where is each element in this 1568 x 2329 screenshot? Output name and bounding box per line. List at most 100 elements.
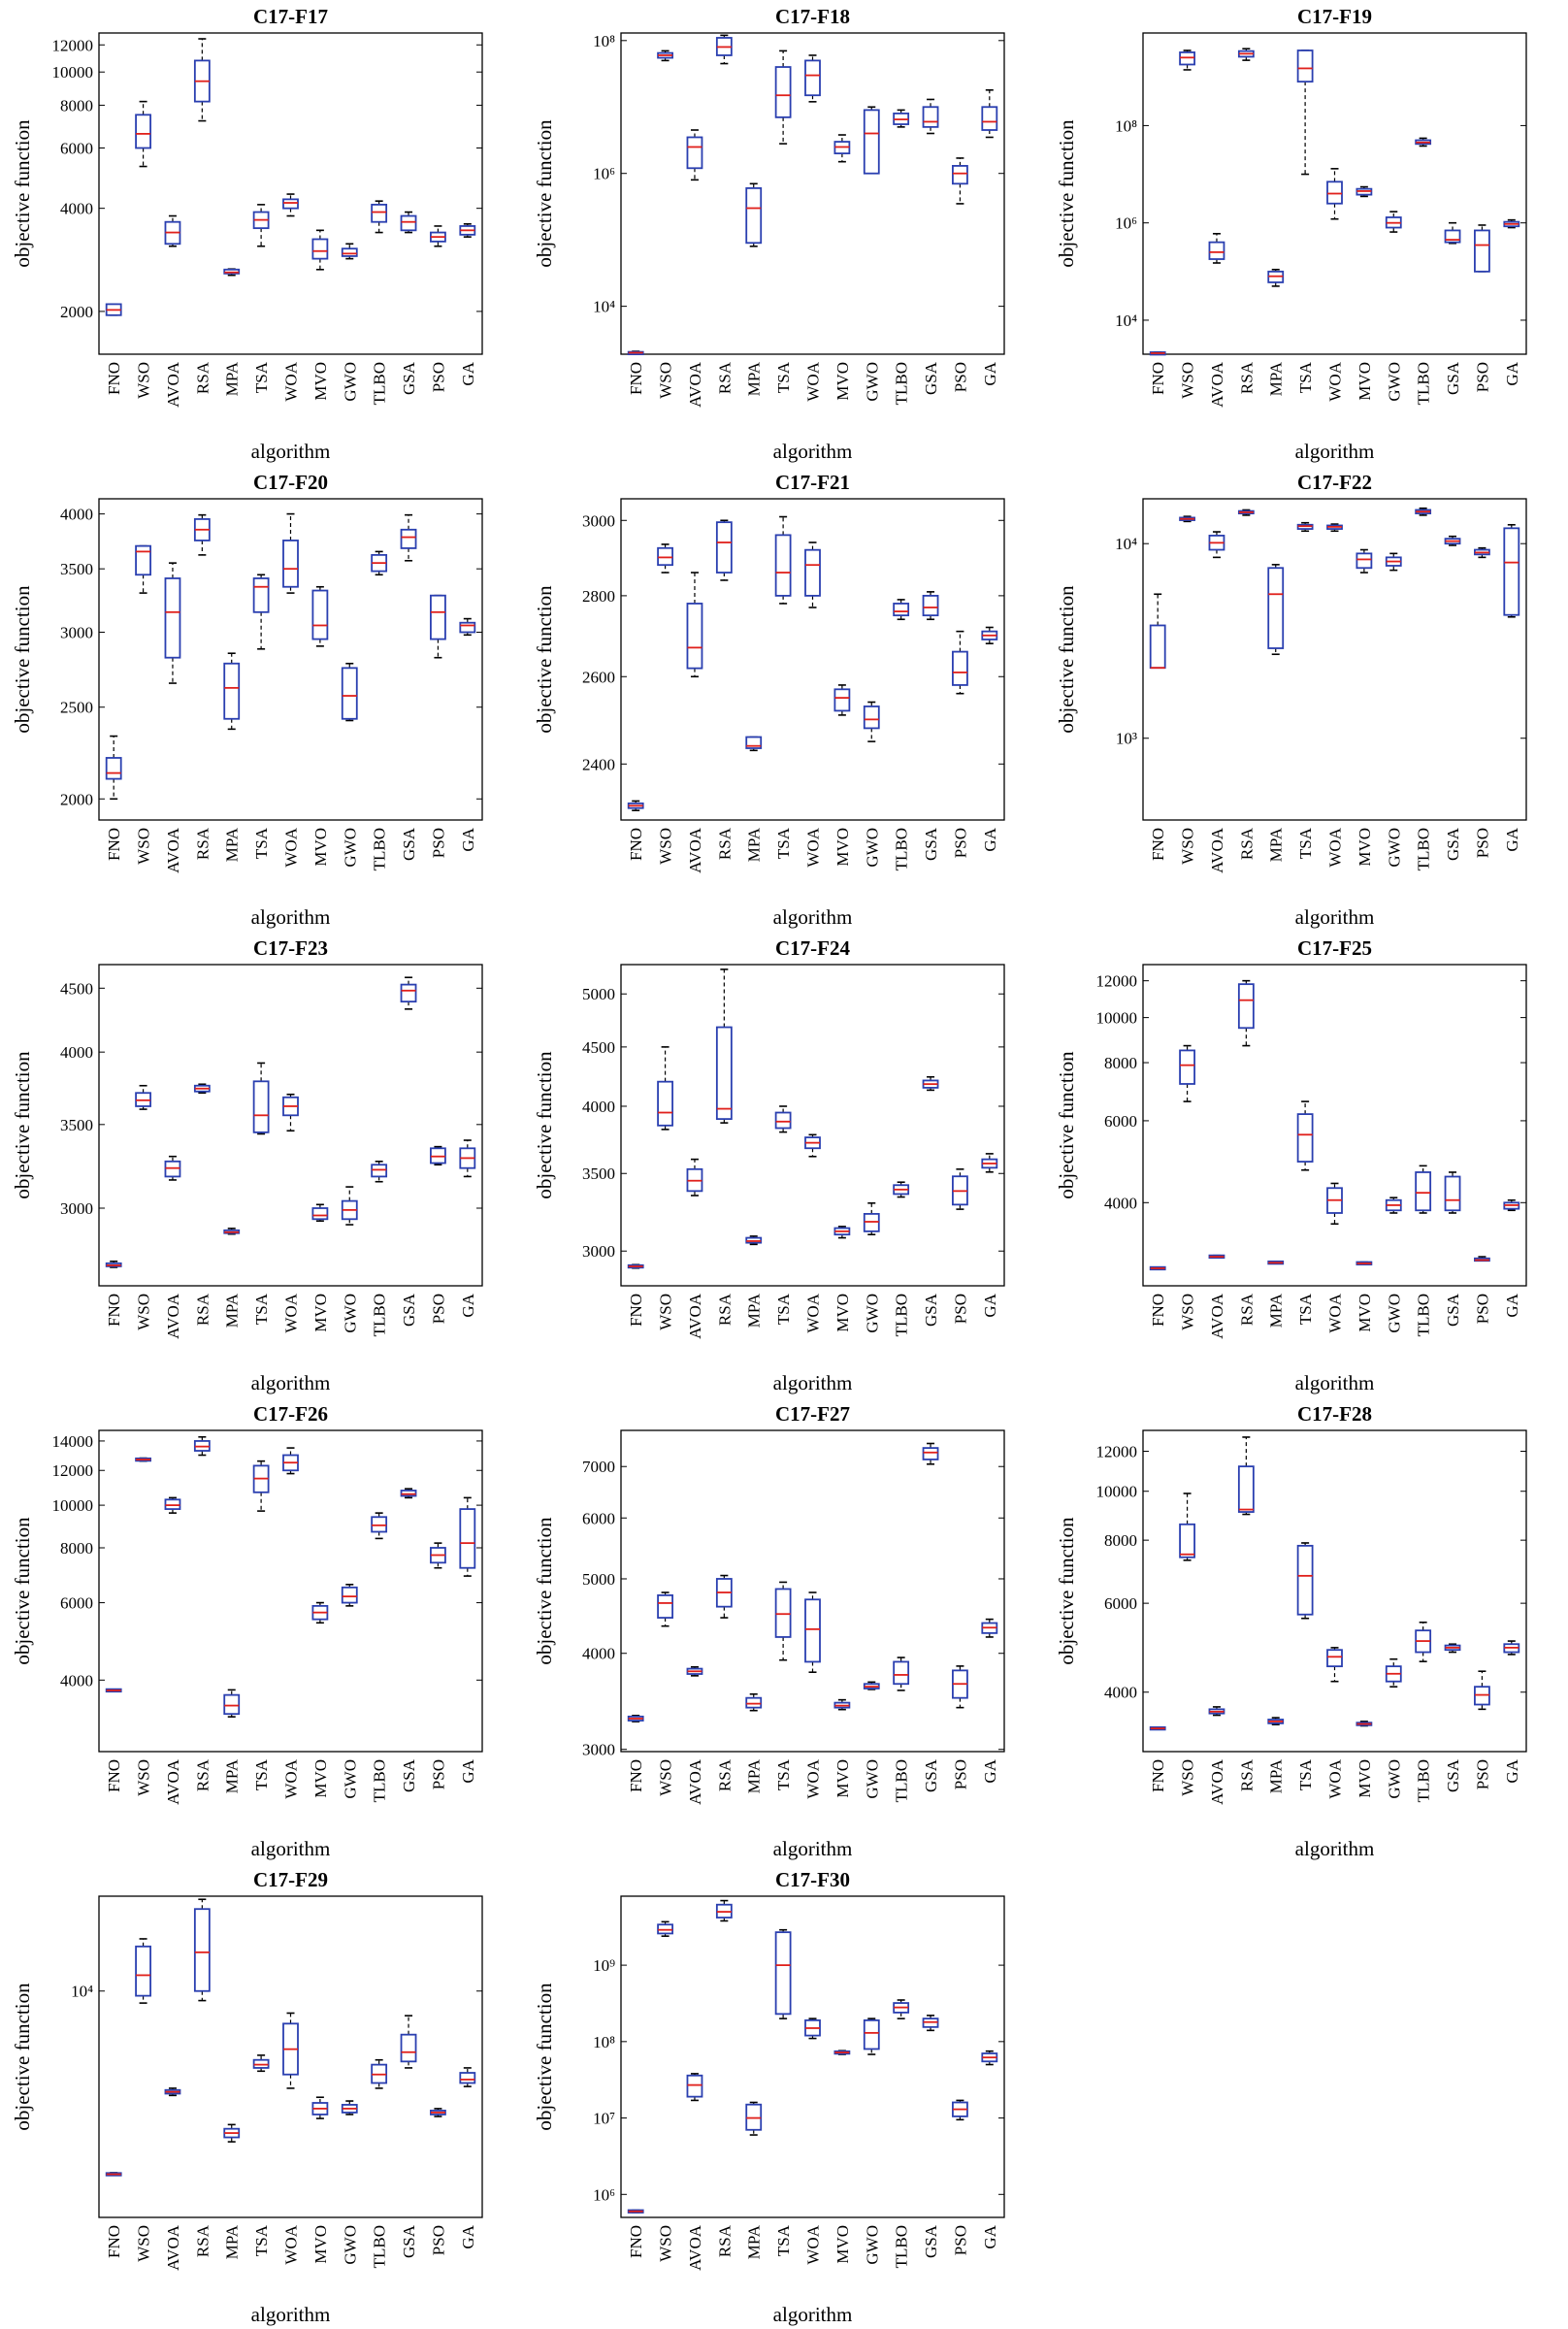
iqr-box <box>1415 1171 1432 1212</box>
chart-title: C17-F18 <box>775 5 850 28</box>
iqr-box <box>1356 552 1373 570</box>
boxplot-f25: C17-F25 4000 6000 8000 10000 12000 objective f… <box>1055 936 1527 1394</box>
iqr-box <box>1503 527 1520 616</box>
box-gwo <box>863 1681 880 1690</box>
x-tick-label: RSA <box>715 2224 734 2257</box>
y-axis-label: objective function <box>11 1051 34 1199</box>
chart-panel-f28: C17-F28 4000 6000 8000 10000 12000 objective f… <box>1046 1397 1568 1863</box>
box-rsa <box>715 1574 733 1619</box>
plot-frame <box>98 964 483 1287</box>
x-tick-label: TLBO <box>371 1294 389 1336</box>
boxplot-f17: C17-F17 2000 4000 6000 8000 10000 12000 objecti… <box>11 5 483 463</box>
box-wso <box>657 543 673 574</box>
x-tick-label: WOA <box>804 2224 823 2264</box>
plot-frame <box>620 1429 1005 1753</box>
box-gwo <box>863 1201 880 1236</box>
iqr-box <box>430 594 446 640</box>
x-tick-label: PSO <box>429 828 447 858</box>
box-mpa <box>223 1689 241 1718</box>
plot-frame <box>1142 964 1527 1287</box>
x-tick-label: MVO <box>311 2225 330 2264</box>
box-gsa <box>922 98 939 135</box>
iqr-box <box>745 1696 763 1709</box>
x-tick-label: WOA <box>282 2224 301 2264</box>
box-woa <box>282 1447 299 1475</box>
box-avoa <box>164 1155 181 1181</box>
y-tick-label: 3500 <box>60 1116 93 1134</box>
x-tick-label: AVOA <box>1208 827 1226 873</box>
x-tick-label: TLBO <box>371 362 389 405</box>
box-gwo <box>863 106 880 175</box>
x-tick-label: GA <box>981 361 999 385</box>
iqr-box <box>922 1447 939 1460</box>
x-tick-label: MPA <box>1267 827 1286 862</box>
x-tick-label: TSA <box>252 361 271 393</box>
y-tick-label: 4000 <box>582 1645 615 1663</box>
box-gsa <box>922 1442 939 1465</box>
box-tlbo <box>893 599 910 621</box>
y-tick-label: 10⁸ <box>593 32 615 50</box>
box-gwo <box>1385 1197 1402 1214</box>
y-axis-label: objective function <box>11 1517 34 1665</box>
x-tick-label: AVOA <box>164 361 182 408</box>
x-tick-label: GA <box>1503 1293 1521 1317</box>
box-tsa <box>774 515 792 605</box>
x-tick-label: TLBO <box>893 828 911 870</box>
y-tick-label: 5000 <box>582 985 615 1003</box>
chart-title: C17-F17 <box>253 5 328 28</box>
x-tick-label: TSA <box>252 1758 271 1790</box>
x-tick-label: MVO <box>311 1294 330 1332</box>
box-pso <box>952 1665 968 1709</box>
chart-panel-f22: C17-F22 10³ 10⁴ objective function FNO WSO AVO… <box>1046 466 1568 932</box>
box-woa <box>1326 168 1343 220</box>
iqr-box <box>715 1026 733 1121</box>
y-tick-label: 6000 <box>60 1594 93 1613</box>
x-tick-label: TSA <box>1296 827 1315 859</box>
iqr-box <box>774 66 792 118</box>
iqr-box <box>715 521 733 574</box>
y-axis-label: objective function <box>533 1051 556 1199</box>
box-tsa <box>1296 521 1314 533</box>
box-mvo <box>1356 548 1373 574</box>
box-wso <box>135 1457 151 1462</box>
x-tick-label: MVO <box>833 828 852 867</box>
chart-panel-f30: C17-F30 10⁶ 10⁷ 10⁸ 10⁹ objective function FNO… <box>524 1863 1048 2329</box>
iqr-box <box>863 109 880 175</box>
iqr-box <box>745 736 763 749</box>
x-tick-label: GA <box>981 1758 999 1783</box>
x-tick-label: GA <box>459 2224 477 2248</box>
iqr-box <box>164 1498 181 1510</box>
x-tick-label: RSA <box>1237 1758 1256 1791</box>
x-tick-label: WSO <box>657 1294 675 1330</box>
y-axis-label: objective function <box>533 119 556 268</box>
x-tick-label: FNO <box>105 828 123 861</box>
x-tick-label: TSA <box>252 827 271 859</box>
x-tick-label: WSO <box>135 1294 153 1330</box>
chart-title: C17-F24 <box>775 936 850 960</box>
x-tick-label: AVOA <box>1208 1293 1226 1339</box>
box-gsa <box>400 976 417 1010</box>
chart-panel-f19: C17-F19 10⁴ 10⁶ 10⁸ objective function FNO WSO… <box>1046 0 1568 466</box>
y-tick-label: 4000 <box>60 200 93 218</box>
x-tick-label: AVOA <box>164 827 182 873</box>
x-tick-label: GWO <box>863 1759 881 1799</box>
x-tick-label: WOA <box>804 827 823 867</box>
x-tick-label: AVOA <box>1208 1758 1226 1805</box>
box-avoa <box>164 562 181 684</box>
x-tick-label: WSO <box>657 1759 675 1796</box>
x-axis-label: algorithm <box>773 440 853 463</box>
x-tick-label: MVO <box>1356 362 1374 401</box>
iqr-box <box>135 114 151 149</box>
box-fno <box>1149 351 1166 356</box>
x-tick-label: TSA <box>252 2224 271 2256</box>
box-mvo <box>833 1226 851 1239</box>
y-tick-label: 10000 <box>1096 1009 1138 1028</box>
x-axis-label: algorithm <box>773 1371 853 1394</box>
box-ga <box>459 617 476 637</box>
box-gwo <box>863 2017 880 2055</box>
x-tick-label: GSA <box>400 827 418 861</box>
y-tick-label: 2600 <box>582 668 615 686</box>
iqr-box <box>1179 1523 1195 1558</box>
box-tsa <box>774 1105 792 1133</box>
box-gsa <box>922 1075 939 1092</box>
